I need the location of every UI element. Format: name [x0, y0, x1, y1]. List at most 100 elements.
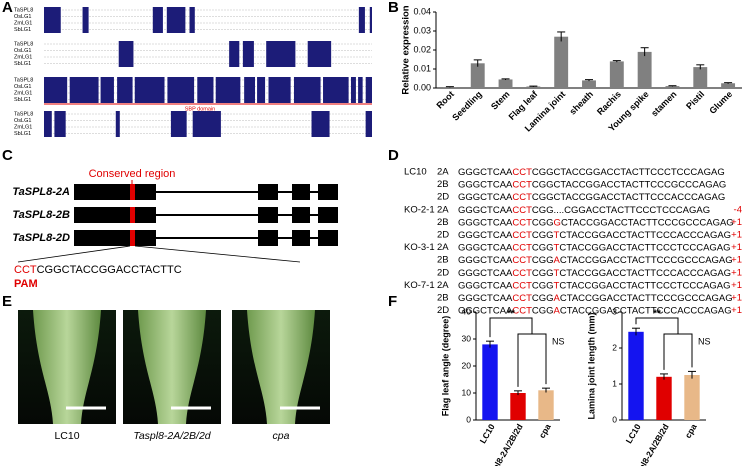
sequence-segment: CTACCGGACCTACTTCCCACCCAGAG [559, 230, 731, 241]
species-label: SbLG1 [14, 97, 31, 103]
sequence-segment: GGGCTCAA [458, 255, 513, 266]
photo-label: cpa [273, 430, 290, 442]
conserved-block [170, 111, 187, 137]
conserved-block [44, 111, 52, 137]
exon [258, 184, 278, 200]
sequence-segment: GGGCTCAA [458, 167, 513, 178]
subgenome-label: 2D [437, 267, 449, 278]
significance-bracket [489, 317, 533, 338]
species-label: TaSPL8 [14, 7, 33, 13]
exon [318, 207, 338, 223]
exon [74, 230, 156, 246]
sequence-segment: CGG [532, 217, 554, 228]
sequence-segment: CTACCGGACCTACTTCCCTCCCAGAG [559, 280, 730, 291]
photo-label: Taspl8-2A/2B/2d [133, 430, 211, 442]
pam-label: PAM [14, 278, 38, 290]
conserved-block [268, 77, 291, 103]
subgenome-label: 2B [437, 255, 449, 266]
subgenome-label: 2D [437, 305, 449, 316]
line-label: KO-7-1 [404, 280, 435, 291]
sequence-segment: CCT [512, 255, 532, 266]
significance-label: ** [507, 309, 515, 320]
bar [470, 63, 485, 88]
sequence-segment: CTACCGGACCTACTTCCCACCCAGAG [559, 267, 731, 278]
exon [258, 230, 278, 246]
sequence-segment: CTACCGGACCTACTTCCCACCCAGAG [560, 305, 732, 316]
region-label: Conserved region [89, 168, 176, 180]
sequence-segment: GGGCTCAA [458, 204, 513, 215]
sequence-segment: CCT [512, 267, 532, 278]
bar [693, 67, 708, 88]
conserved-block [307, 41, 332, 67]
conserved-block [358, 7, 365, 33]
subgenome-label: 2B [437, 217, 449, 228]
species-label: ZmLG1 [14, 20, 32, 26]
sequence: GGGCTCAACCTCGGTCTACCGGACCTACTTCCCACCCAGA… [458, 267, 731, 278]
y-axis-label: Relative expression [401, 5, 412, 94]
conserved-block [189, 7, 195, 33]
subgenome-label: 2A [437, 242, 449, 253]
exon [74, 207, 156, 223]
indel-label: +1 [731, 305, 742, 316]
gene-label: TaSPL8-2A [12, 186, 70, 198]
sequence-segment: CTACCGGACCTACTTCCCGCCCAGAG [561, 217, 734, 228]
species-label: OsLG1 [14, 48, 31, 54]
leaf-image [138, 310, 206, 424]
target-site [130, 207, 135, 223]
panel-letter: D [388, 147, 399, 164]
x-tick-label: LC10 [624, 422, 643, 445]
sequence-segment: CGGCTACCGGACCTACTTCCCACCCAGAG [532, 192, 725, 203]
conserved-block [365, 111, 372, 137]
conserved-block [44, 77, 68, 103]
subgenome-label: 2A [437, 167, 449, 178]
y-tick-label: 0 [466, 414, 471, 424]
sequence-segment: CTACCGGACCTACTTCCCTCCCAGAG [559, 242, 730, 253]
bar [442, 87, 457, 88]
significance-label: ** [653, 309, 661, 320]
conserved-block [152, 7, 163, 33]
bar [721, 83, 736, 88]
sequence-segment: GGGCTCAA [458, 179, 513, 190]
sequence: GGGCTCAACCTCGGTCTACCGGACCTACTTCCCACCCAGA… [458, 230, 731, 241]
y-tick-label: 0.03 [413, 25, 431, 35]
sequence: GGGCTCAACCTCGGACTACCGGACCTACTTCCCACCCAGA… [458, 305, 732, 316]
conserved-block [82, 7, 89, 33]
sequence-segment: T [554, 267, 560, 278]
conserved-block [323, 77, 349, 103]
sequence: GGGCTCAACCTCGGACTACCGGACCTACTTCCCGCCCAGA… [458, 293, 733, 304]
x-tick-label: Glume [707, 89, 734, 116]
x-tick-label: cpa [683, 422, 699, 440]
subgenome-label: 2D [437, 192, 449, 203]
conserved-block [69, 77, 99, 103]
line-label: LC10 [404, 167, 427, 178]
sequence-segment: CGG [532, 293, 554, 304]
subgenome-label: 2B [437, 179, 449, 190]
sequence-segment: GGGCTCAA [458, 267, 513, 278]
species-label: SbLG1 [14, 131, 31, 137]
indel-label: +1 [731, 230, 742, 241]
species-label: ZmLG1 [14, 90, 32, 96]
species-label: OsLG1 [14, 84, 31, 90]
sequence: GGGCTCAACCTCGGCTACCGGACCTACTTCCCACCCAGAG [458, 192, 725, 203]
conserved-block [244, 77, 256, 103]
bar [554, 36, 569, 88]
y-tick-label: 2 [612, 342, 617, 352]
sequence: GGGCTCAACCTCGGCTACCGGACCTACTTCCCGCCCAGAG [458, 179, 726, 190]
panel-letter: F [388, 293, 397, 310]
sequence: GGGCTCAACCTCGGCTACCGGACCTACTTCCCTCCCAGAG [458, 167, 725, 178]
panel-letter: A [2, 0, 13, 16]
indel-label: +1 [731, 255, 742, 266]
leaf-image [247, 310, 315, 424]
conserved-block [118, 41, 134, 67]
sequence-segment: A [554, 305, 561, 316]
conserved-block [358, 77, 363, 103]
conserved-block [115, 111, 120, 137]
x-tick-label: Pistil [684, 89, 706, 111]
conserved-block [166, 7, 186, 33]
species-label: TaSPL8 [14, 77, 33, 83]
indel-label: +1 [731, 267, 742, 278]
bar [482, 344, 498, 420]
sequence-segment: GGGCTCAA [458, 230, 513, 241]
sequence-segment: GGGCTCAA [458, 280, 513, 291]
